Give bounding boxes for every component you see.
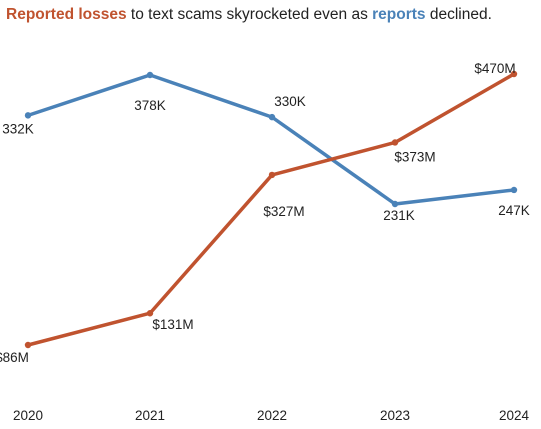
reports-point-2021 xyxy=(146,71,154,79)
losses-data-label-2024: $470M xyxy=(474,61,515,76)
x-tick-label-2021: 2021 xyxy=(135,408,165,423)
losses-point-2024 xyxy=(510,70,518,78)
x-tick-label-2022: 2022 xyxy=(257,408,287,423)
losses-data-label-2022: $327M xyxy=(263,204,304,219)
losses-point-2022 xyxy=(268,171,276,179)
x-tick-label-2023: 2023 xyxy=(380,408,410,423)
reports-point-2023 xyxy=(391,200,399,208)
title-text-2: declined. xyxy=(425,6,492,23)
reports-data-label-2024: 247K xyxy=(498,203,530,218)
losses-data-label-2020: $86M xyxy=(0,350,29,365)
chart-title: Reported losses to text scams skyrockete… xyxy=(6,5,526,25)
reports-data-label-2023: 231K xyxy=(383,208,415,223)
losses-point-2023 xyxy=(391,139,399,146)
reports-data-label-2021: 378K xyxy=(134,98,166,113)
losses-data-label-2021: $131M xyxy=(152,317,193,332)
title-losses-highlight: Reported losses xyxy=(6,6,127,23)
losses-data-label-2023: $373M xyxy=(394,149,435,164)
x-tick-label-2020: 2020 xyxy=(13,408,43,423)
reports-data-label-2020: 332K xyxy=(2,121,34,136)
title-reports-highlight: reports xyxy=(372,6,426,23)
losses-point-2021 xyxy=(146,310,154,317)
reports-data-label-2022: 330K xyxy=(274,94,306,109)
title-text-1: to text scams skyrocketed even as xyxy=(126,6,373,23)
x-tick-label-2024: 2024 xyxy=(499,408,530,423)
reports-point-2022 xyxy=(268,113,276,121)
reports-point-2020 xyxy=(24,112,32,119)
reports-series-line xyxy=(26,73,516,206)
losses-point-2020 xyxy=(24,341,32,349)
reports-point-2024 xyxy=(510,186,518,194)
